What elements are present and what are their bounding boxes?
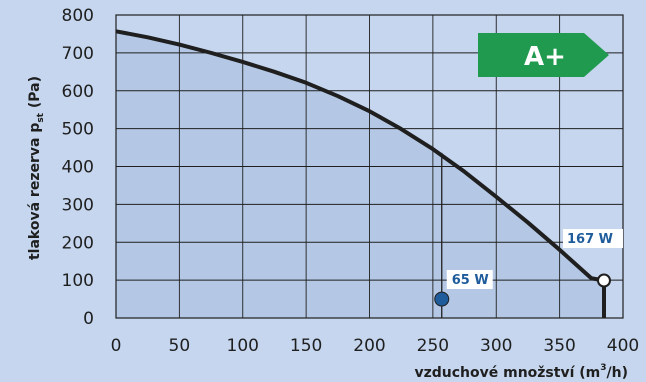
y-tick-label: 400 [62, 158, 94, 178]
operating-point-label-bg [446, 270, 493, 289]
x-tick-label: 200 [353, 336, 385, 356]
x-tick-label: 300 [480, 336, 512, 356]
x-tick-label: 100 [227, 336, 259, 356]
y-tick-label: 100 [62, 271, 94, 291]
badge-label: A+ [524, 42, 566, 72]
x-tick-label: 400 [607, 336, 639, 356]
plot-frame [115, 14, 624, 319]
y-axis-title: tlaková rezerva pst (Pa) [27, 76, 46, 260]
x-axis-title: vzduchové množství (m3/h) [414, 363, 628, 381]
operating-point [434, 291, 450, 307]
x-tick-label: 0 [111, 336, 122, 356]
y-tick-label: 700 [62, 44, 94, 64]
x-tick-label: 350 [543, 336, 575, 356]
y-tick-label: 600 [62, 82, 94, 102]
max-point-label: 167 W [567, 232, 613, 247]
y-tick-label: 800 [62, 6, 94, 26]
x-tick-label: 150 [290, 336, 322, 356]
area-under-curve [116, 31, 604, 318]
max-point-label-bg [562, 229, 623, 248]
y-tick-label: 0 [83, 309, 94, 329]
x-tick-labels: 0 50 100 150 200 250 300 350 400 [111, 336, 640, 356]
x-tick-label: 50 [169, 336, 191, 356]
operating-point-label: 65 W [452, 273, 489, 288]
energy-class-badge: A+ [478, 33, 609, 77]
y-tick-label: 200 [62, 233, 94, 253]
max-point [596, 273, 611, 288]
badge-arrow [478, 33, 609, 77]
performance-curve [115, 29, 605, 283]
x-tick-label: 250 [417, 336, 449, 356]
y-tick-label: 500 [62, 120, 94, 140]
y-tick-label: 300 [62, 195, 94, 215]
y-tick-labels: 0 100 200 300 400 500 600 700 800 [62, 6, 94, 329]
